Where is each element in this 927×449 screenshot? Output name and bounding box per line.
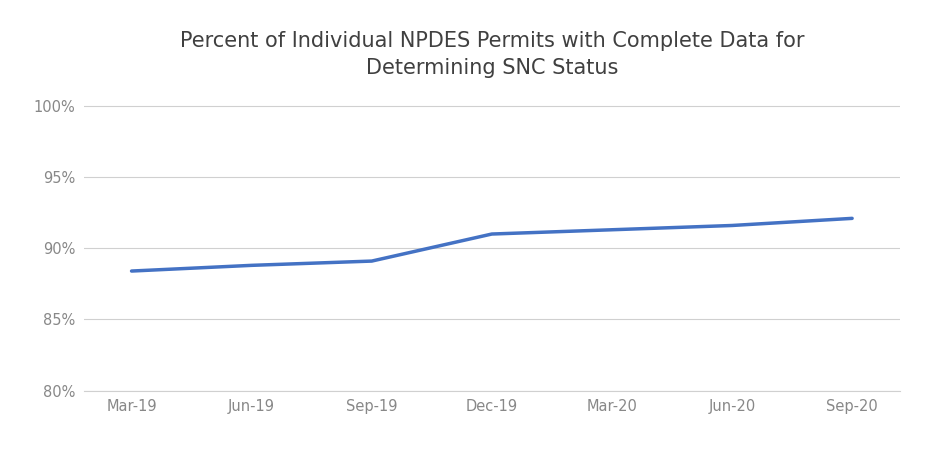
Title: Percent of Individual NPDES Permits with Complete Data for
Determining SNC Statu: Percent of Individual NPDES Permits with…	[180, 31, 803, 78]
